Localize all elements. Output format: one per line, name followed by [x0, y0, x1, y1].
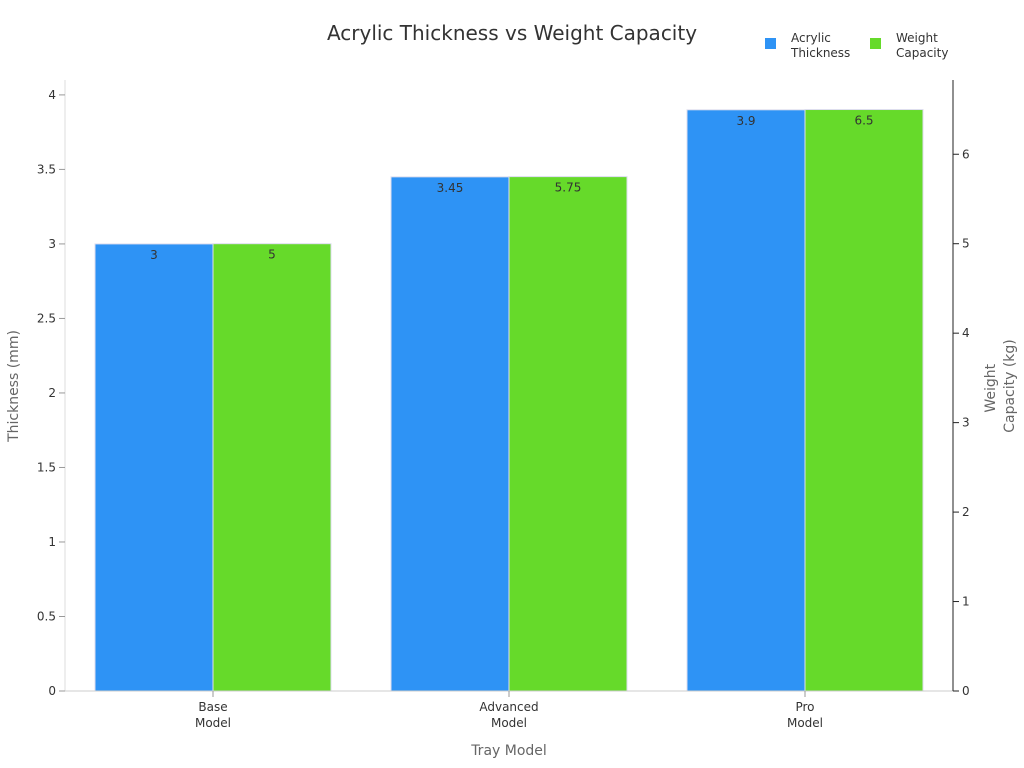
legend-swatch: [870, 38, 881, 49]
x-tick-label: Model: [787, 716, 823, 730]
x-ticks: Base Model Advanced Model Pro Model: [195, 691, 823, 730]
data-label: 6.5: [854, 114, 873, 128]
data-label: 5.75: [555, 181, 582, 195]
bar[interactable]: [686, 109, 806, 692]
data-label: 5: [268, 248, 276, 262]
bar[interactable]: [212, 243, 332, 692]
y2-tick-label: 3: [962, 416, 970, 430]
x-tick-label: Model: [491, 716, 527, 730]
legend-swatch: [765, 38, 776, 49]
y-tick-label: 1.5: [37, 460, 56, 474]
data-label: 3: [150, 248, 158, 262]
bar[interactable]: [390, 176, 510, 692]
y-tick-label: 3: [48, 237, 56, 251]
bars: 3 5 3.45 5.75 3.9 6.5: [94, 109, 924, 692]
y2-tick-label: 0: [962, 684, 970, 698]
legend-label: Acrylic: [791, 31, 831, 45]
y2-axis-label-line2: Capacity (kg): [1002, 339, 1018, 433]
y2-tick-label: 2: [962, 505, 970, 519]
x-tick-label: Base: [198, 700, 227, 714]
y2-tick-label: 5: [962, 237, 970, 251]
bar[interactable]: [508, 176, 628, 692]
legend-label: Thickness: [790, 46, 850, 60]
bar[interactable]: [804, 109, 924, 692]
x-tick-label: Pro: [795, 700, 814, 714]
y-tick-label: 2.5: [37, 311, 56, 325]
x-tick-label: Advanced: [479, 700, 538, 714]
y-ticks: 0 0.5 1 1.5 2 2.5 3 3.5 4: [37, 88, 65, 698]
y-tick-label: 1: [48, 535, 56, 549]
y-tick-label: 0: [48, 684, 56, 698]
x-tick-label: Model: [195, 716, 231, 730]
legend-label: Capacity: [896, 46, 948, 60]
x-axis-label: Tray Model: [470, 743, 547, 759]
data-label: 3.9: [736, 114, 755, 128]
y2-ticks: 0 1 2 3 4 5 6: [953, 147, 970, 698]
y-tick-label: 4: [48, 88, 56, 102]
y2-axis-label: Weight Capacity (kg): [983, 339, 1018, 433]
bar[interactable]: [94, 243, 214, 692]
y2-tick-label: 6: [962, 147, 970, 161]
y2-tick-label: 4: [962, 326, 970, 340]
y2-tick-label: 1: [962, 595, 970, 609]
y-tick-label: 3.5: [37, 162, 56, 176]
chart-title: Acrylic Thickness vs Weight Capacity: [327, 21, 697, 45]
y-tick-label: 2: [48, 386, 56, 400]
legend-label: Weight: [896, 31, 938, 45]
data-label: 3.45: [437, 181, 464, 195]
y-axis-label: Thickness (mm): [6, 330, 22, 443]
y-tick-label: 0.5: [37, 609, 56, 623]
y2-axis-label-line1: Weight: [983, 363, 999, 412]
